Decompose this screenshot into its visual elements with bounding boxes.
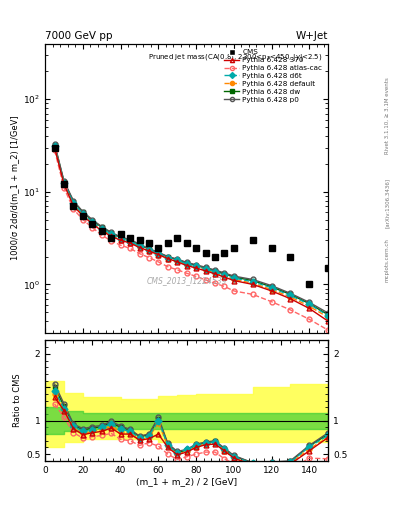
Text: 7000 GeV pp: 7000 GeV pp: [45, 31, 113, 41]
Legend: CMS, Pythia 6.428 370, Pythia 6.428 atlas-cac, Pythia 6.428 d6t, Pythia 6.428 de: CMS, Pythia 6.428 370, Pythia 6.428 atla…: [221, 47, 325, 104]
Y-axis label: Ratio to CMS: Ratio to CMS: [13, 374, 22, 428]
Text: [arXiv:1306.3436]: [arXiv:1306.3436]: [385, 178, 390, 228]
Y-axis label: 1000/σ 2dσ/d(m_1 + m_2) [1/GeV]: 1000/σ 2dσ/d(m_1 + m_2) [1/GeV]: [10, 116, 19, 261]
X-axis label: (m_1 + m_2) / 2 [GeV]: (m_1 + m_2) / 2 [GeV]: [136, 477, 237, 486]
Text: mcplots.cern.ch: mcplots.cern.ch: [385, 239, 390, 283]
Text: CMS_2013_I1224539: CMS_2013_I1224539: [147, 276, 227, 285]
Text: W+Jet: W+Jet: [296, 31, 328, 41]
Text: Rivet 3.1.10, ≥ 3.1M events: Rivet 3.1.10, ≥ 3.1M events: [385, 77, 390, 154]
Text: Pruned jet mass(CA(0.8), 2300<p$_{T}$<450, |y|<2.5): Pruned jet mass(CA(0.8), 2300<p$_{T}$<45…: [148, 52, 323, 63]
